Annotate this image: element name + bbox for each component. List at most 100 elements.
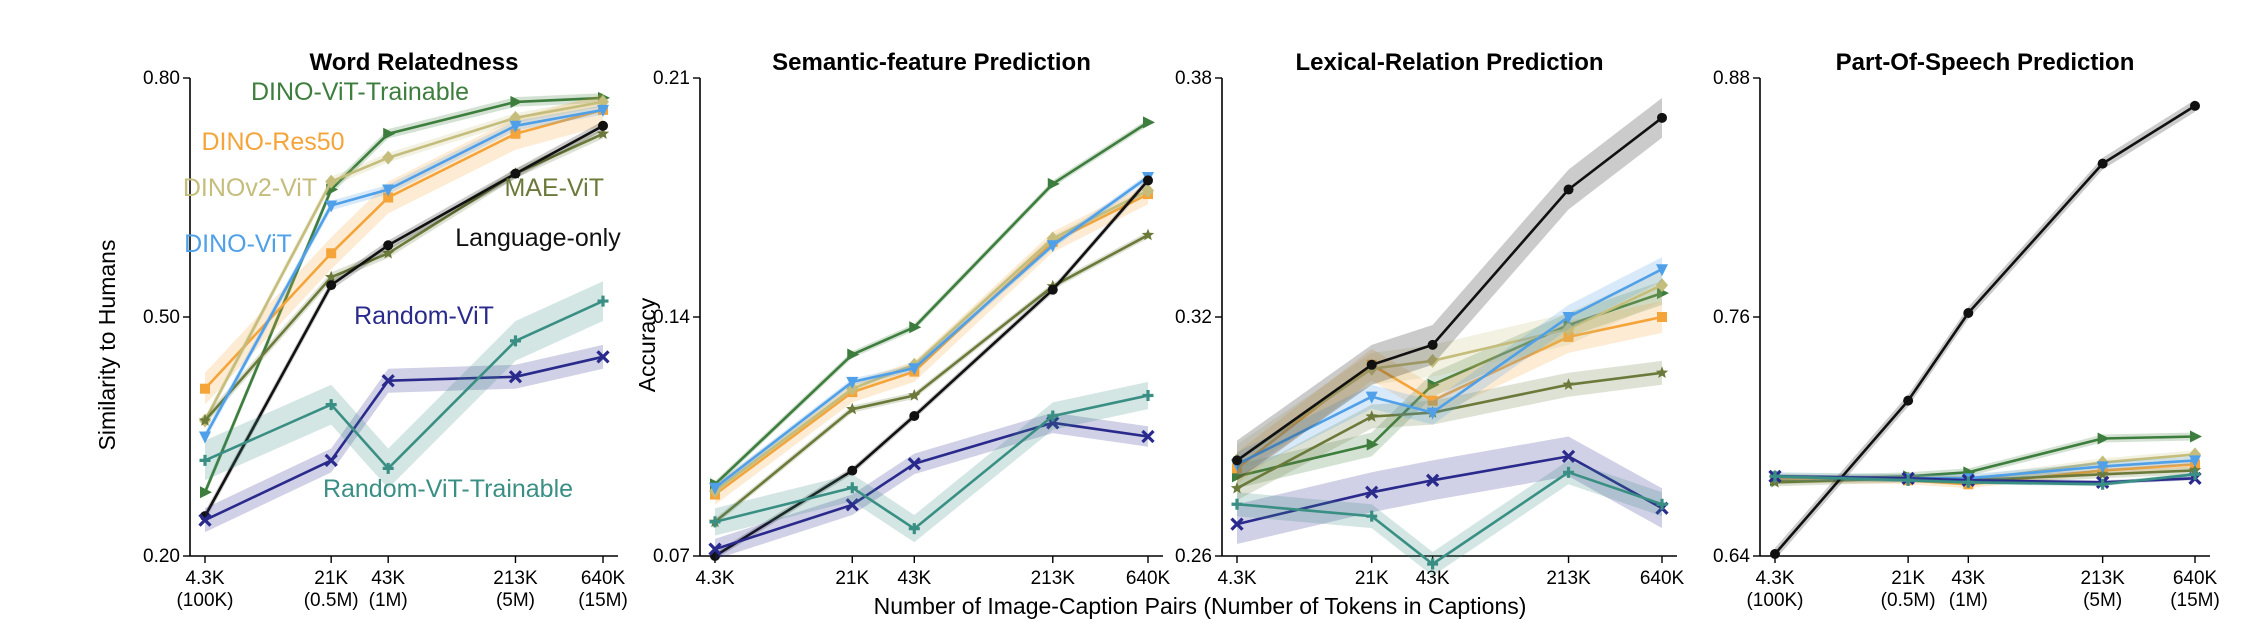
series-random-vit <box>708 412 1155 560</box>
x-tick-sublabel: (0.5M) <box>1881 590 1936 611</box>
series-band <box>205 93 603 405</box>
y-tick-label: 0.32 <box>1175 307 1212 328</box>
data-point <box>1142 183 1154 198</box>
data-point <box>1425 473 1440 487</box>
series-band <box>1775 456 2195 483</box>
legend-label-dino-vit-trainable: DINO-ViT-Trainable <box>251 78 469 106</box>
data-point <box>598 120 608 131</box>
y-axis-label-right: Accuracy <box>634 297 660 392</box>
data-point <box>1427 395 1438 406</box>
data-point <box>2096 461 2109 474</box>
data-point <box>1769 470 1781 482</box>
data-point <box>847 348 860 361</box>
data-point <box>909 321 922 334</box>
data-point <box>1143 116 1155 129</box>
series-band <box>1237 257 1662 477</box>
data-point <box>596 127 610 139</box>
data-point <box>1232 455 1242 466</box>
panel-title: Word Relatedness <box>310 49 519 76</box>
data-point <box>909 411 920 422</box>
series-band <box>1237 436 1662 544</box>
data-point <box>383 240 394 251</box>
x-tick-label: 4.3K <box>695 568 734 589</box>
data-point <box>326 280 337 291</box>
data-point <box>1365 391 1378 404</box>
data-point <box>198 513 212 527</box>
data-point <box>908 523 920 535</box>
series-band <box>1237 360 1662 501</box>
series-line <box>714 233 1149 523</box>
data-point <box>1426 407 1439 420</box>
data-point <box>1562 312 1575 324</box>
x-tick-sublabel: (5M) <box>496 590 535 611</box>
data-point <box>1903 395 1914 406</box>
data-point <box>1366 438 1379 451</box>
data-point <box>510 128 521 139</box>
data-point <box>199 431 211 444</box>
data-point <box>1427 378 1440 391</box>
x-tick-sublabel: (15M) <box>578 590 628 611</box>
x-tick-label: 213K <box>2080 568 2125 589</box>
data-point <box>383 127 396 140</box>
data-point <box>1562 321 1575 336</box>
data-point <box>1656 278 1668 293</box>
data-point <box>382 246 395 259</box>
series-band <box>1775 472 2195 487</box>
data-point <box>1427 339 1438 350</box>
data-point <box>382 150 395 165</box>
y-axis-label-left: Similarity to Humans <box>94 240 120 451</box>
data-point <box>1365 410 1378 422</box>
series-band <box>1775 432 2195 485</box>
data-point <box>1657 312 1667 322</box>
x-tick-label: 21K <box>1891 568 1925 589</box>
data-point <box>1143 175 1153 186</box>
data-point <box>509 120 522 133</box>
data-point <box>325 200 338 213</box>
data-point <box>1963 308 1974 319</box>
data-point <box>382 184 395 197</box>
data-point <box>1657 112 1667 123</box>
data-point <box>1047 410 1059 422</box>
series-dino-vit <box>709 172 1154 495</box>
y-tick-label: 0.64 <box>1713 546 1750 567</box>
data-point <box>1365 485 1379 499</box>
data-point <box>1902 474 1914 486</box>
y-tick-label: 0.26 <box>1175 546 1212 567</box>
data-point <box>2189 468 2201 480</box>
data-point <box>1657 287 1669 300</box>
y-tick-label: 0.88 <box>1713 68 1750 89</box>
data-point <box>324 453 338 468</box>
data-point <box>2097 432 2110 445</box>
x-tick-label: 4.3K <box>1755 568 1794 589</box>
data-point <box>1366 510 1378 522</box>
data-point <box>200 383 210 394</box>
panel-title: Semantic-feature Prediction <box>772 49 1091 76</box>
x-tick-label: 43K <box>897 568 931 589</box>
x-tick-label: 4.3K <box>185 568 224 589</box>
series-random-vit-trainable <box>199 281 609 489</box>
x-tick-sublabel: (15M) <box>2170 590 2220 611</box>
series-band <box>1237 269 1662 477</box>
data-point <box>1142 390 1154 402</box>
chart-panels: Word Relatedness0.800.500.204.3K(100K)21… <box>143 49 2220 611</box>
data-point <box>846 482 858 494</box>
data-point <box>908 389 921 401</box>
x-tick-label: 640K <box>581 568 626 589</box>
panel-word-relatedness: Word Relatedness 0.80 0.50 0.204.3K(100K) 21… <box>143 49 628 611</box>
panel-part-of-speech-prediction: Part-Of-Speech Prediction 0.88 0.76 0.644.3… <box>1713 49 2220 611</box>
data-point <box>510 95 523 108</box>
data-point <box>1656 264 1668 277</box>
y-tick-label: 0.20 <box>143 546 180 567</box>
legend-label-dinov2-vit: DINOv2-ViT <box>183 174 317 202</box>
series-band <box>715 231 1148 526</box>
data-point <box>846 402 859 415</box>
series-band <box>715 173 1148 492</box>
y-tick-label: 0.38 <box>1175 68 1212 89</box>
data-point <box>1047 177 1060 190</box>
panel-title: Part-Of-Speech Prediction <box>1836 49 2135 76</box>
panel-lexical-relation-prediction: Lexical-Relation Prediction0.380.320.264… <box>1175 49 1684 589</box>
panel-semantic-feature-prediction: Semantic-feature Prediction0.210.140.074… <box>653 49 1170 589</box>
data-point <box>847 465 858 476</box>
data-point <box>198 414 212 426</box>
